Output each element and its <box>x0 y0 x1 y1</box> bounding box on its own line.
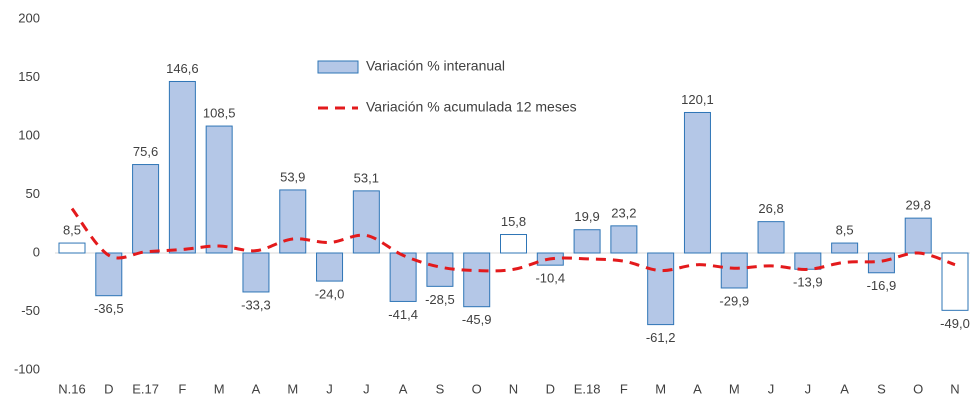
x-tick-label: O <box>472 381 482 396</box>
data-label: -41,4 <box>388 307 418 322</box>
x-tick-label: F <box>620 381 628 396</box>
data-label: 26,8 <box>758 201 783 216</box>
x-tick-label: A <box>399 381 408 396</box>
bar <box>316 252 344 282</box>
x-tick-label: J <box>363 381 370 396</box>
y-tick-label: 50 <box>26 186 40 201</box>
bar <box>389 252 417 302</box>
data-label: -29,9 <box>719 293 749 308</box>
y-tick-label: -50 <box>21 303 40 318</box>
legend-label: Variación % interanual <box>366 58 505 74</box>
bar <box>242 252 270 293</box>
bar <box>500 234 527 254</box>
data-label: -24,0 <box>315 287 345 302</box>
x-tick-label: A <box>252 381 261 396</box>
bar <box>573 229 601 254</box>
x-tick-label: E.17 <box>132 381 159 396</box>
data-label: -45,9 <box>462 312 492 327</box>
x-tick-label: J <box>805 381 812 396</box>
data-label: 29,8 <box>906 198 931 213</box>
bar <box>757 221 785 254</box>
data-label: -13,9 <box>793 275 823 290</box>
bar <box>132 164 160 254</box>
y-tick-label: -100 <box>14 361 40 376</box>
y-tick-label: 150 <box>18 69 40 84</box>
bar <box>463 252 491 308</box>
data-label: 146,6 <box>166 61 199 76</box>
line <box>70 207 956 273</box>
x-tick-label: M <box>287 381 298 396</box>
bar <box>720 252 748 289</box>
x-tick-label: N <box>509 381 518 396</box>
data-label: 19,9 <box>574 209 599 224</box>
bar <box>95 252 123 297</box>
x-tick-label: S <box>877 381 886 396</box>
x-tick-label: J <box>768 381 775 396</box>
data-label: 120,1 <box>681 92 714 107</box>
x-tick-label: M <box>655 381 666 396</box>
data-label: 15,8 <box>501 214 526 229</box>
data-label: -61,2 <box>646 330 676 345</box>
data-label: -49,0 <box>940 316 970 331</box>
x-tick-label: E.18 <box>574 381 601 396</box>
bar <box>904 217 932 254</box>
bar <box>831 242 859 254</box>
x-tick-label: N <box>950 381 959 396</box>
data-label: 53,9 <box>280 169 305 184</box>
bar <box>683 111 711 254</box>
bar <box>794 252 822 270</box>
bar <box>168 80 196 254</box>
x-tick-label: S <box>436 381 445 396</box>
data-label: 108,5 <box>203 105 236 120</box>
data-label: 75,6 <box>133 144 158 159</box>
bar <box>941 252 969 311</box>
bar <box>610 225 638 254</box>
bar <box>58 242 86 254</box>
x-tick-label: A <box>693 381 702 396</box>
x-tick-label: O <box>913 381 923 396</box>
data-label: 8,5 <box>836 222 854 237</box>
legend-swatch <box>317 60 359 74</box>
data-label: 23,2 <box>611 205 636 220</box>
legend-label: Variación % acumulada 12 meses <box>366 99 577 115</box>
x-tick-label: M <box>214 381 225 396</box>
y-tick-label: 200 <box>18 10 40 25</box>
bar <box>352 190 380 254</box>
x-tick-label: A <box>840 381 849 396</box>
data-label: -10,4 <box>535 271 565 286</box>
x-tick-label: D <box>546 381 555 396</box>
y-tick-label: 100 <box>18 127 40 142</box>
x-tick-label: J <box>326 381 333 396</box>
data-label: -36,5 <box>94 301 124 316</box>
x-tick-label: F <box>178 381 186 396</box>
x-tick-label: N.16 <box>58 381 85 396</box>
data-label: 53,1 <box>354 170 379 185</box>
x-tick-label: D <box>104 381 113 396</box>
data-label: -16,9 <box>867 278 897 293</box>
x-tick-label: M <box>729 381 740 396</box>
data-label: -28,5 <box>425 292 455 307</box>
data-label: -33,3 <box>241 297 271 312</box>
data-label: 8,5 <box>63 222 81 237</box>
bar <box>205 125 233 254</box>
bar <box>279 189 307 254</box>
y-tick-label: 0 <box>33 244 40 259</box>
bar <box>647 252 675 326</box>
